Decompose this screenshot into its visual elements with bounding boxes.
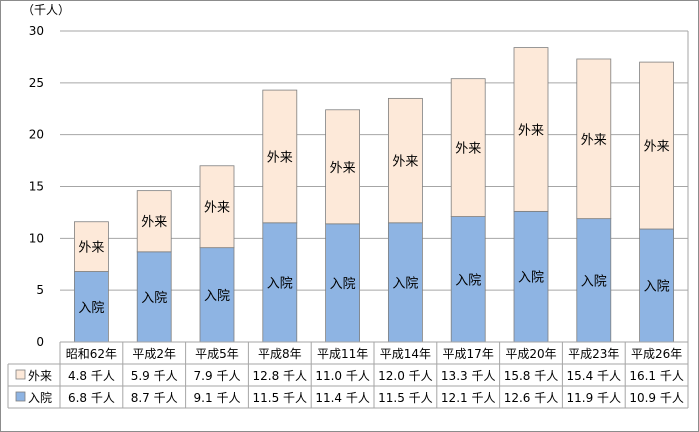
table-cell-inpatient: 11.5 千人 bbox=[378, 391, 433, 405]
table-cell-outpatient: 13.3 千人 bbox=[441, 369, 496, 383]
table-cell-inpatient: 11.5 千人 bbox=[253, 391, 308, 405]
x-tick-label: 平成26年 bbox=[631, 347, 682, 361]
table-cell-outpatient: 12.0 千人 bbox=[378, 369, 433, 383]
bar-outpatient bbox=[576, 58, 612, 220]
bar-outpatient bbox=[450, 78, 486, 217]
bar-label-inpatient: 入院 bbox=[392, 276, 418, 291]
legend-swatch-outpatient bbox=[15, 369, 26, 380]
bar-outpatient bbox=[74, 221, 109, 272]
data-table: 昭和62年 平成2年 平成5年 平成8年 平成11年 平成14年 平成17年 平成20年 平成2… bbox=[7, 341, 689, 409]
table-cell-outpatient: 11.0 千人 bbox=[315, 369, 370, 383]
bar-label-inpatient: 入院 bbox=[644, 280, 670, 295]
table-cell-outpatient: 15.4 千人 bbox=[567, 369, 622, 383]
bar-label-outpatient: 外来 bbox=[644, 140, 670, 155]
table-cell-inpatient: 11.4 千人 bbox=[315, 391, 370, 405]
y-axis-unit-label: （千人） bbox=[22, 3, 70, 17]
bar-label-outpatient: 外来 bbox=[330, 161, 356, 176]
x-tick-label: 平成20年 bbox=[505, 347, 556, 361]
bar-inpatient bbox=[576, 218, 612, 343]
table-cell-inpatient: 10.9 千人 bbox=[629, 391, 684, 405]
bar-outpatient bbox=[262, 89, 298, 224]
y-tick-label: 25 bbox=[29, 76, 44, 90]
table-cell-outpatient: 7.9 千人 bbox=[194, 369, 241, 383]
table-cell-inpatient: 9.1 千人 bbox=[194, 391, 241, 405]
bar-label-outpatient: 外来 bbox=[392, 155, 418, 170]
table-cell-inpatient: 11.9 千人 bbox=[567, 391, 622, 405]
bar-inpatient bbox=[325, 223, 361, 343]
y-tick-label: 20 bbox=[29, 128, 44, 142]
bar-label-inpatient: 入院 bbox=[330, 277, 356, 292]
bar-inpatient bbox=[387, 222, 423, 343]
bar-outpatient bbox=[513, 47, 549, 212]
x-tick-label: 平成11年 bbox=[317, 347, 368, 361]
bar-outpatient bbox=[639, 61, 674, 230]
bar-label-inpatient: 入院 bbox=[78, 301, 104, 316]
bar-label-inpatient: 入院 bbox=[518, 271, 544, 286]
table-cell-outpatient: 12.8 千人 bbox=[253, 369, 308, 383]
x-tick-label: 平成8年 bbox=[258, 347, 302, 361]
legend-label-outpatient: 外来 bbox=[28, 369, 52, 383]
bar-label-outpatient: 外来 bbox=[78, 241, 104, 256]
y-tick-label: 0 bbox=[36, 335, 44, 349]
y-tick-label: 10 bbox=[29, 231, 44, 245]
y-axis-ticks: 0 5 10 15 20 25 30 bbox=[29, 24, 44, 349]
bar-label-outpatient: 外来 bbox=[204, 201, 230, 216]
bar-label-inpatient: 入院 bbox=[581, 274, 607, 289]
y-tick-label: 15 bbox=[29, 180, 44, 194]
bar-label-inpatient: 入院 bbox=[204, 289, 230, 304]
table-cell-inpatient: 8.7 千人 bbox=[131, 391, 178, 405]
table-cell-inpatient: 12.6 千人 bbox=[504, 391, 559, 405]
bar-label-outpatient: 外来 bbox=[141, 215, 167, 230]
bar-outpatient bbox=[325, 109, 361, 225]
bar-inpatient bbox=[262, 222, 298, 343]
x-tick-label: 昭和62年 bbox=[66, 347, 117, 361]
bar-outpatient bbox=[136, 190, 172, 253]
bar-label-outpatient: 外来 bbox=[267, 150, 293, 165]
table-cell-outpatient: 4.8 千人 bbox=[68, 369, 115, 383]
bar-outpatient bbox=[387, 97, 423, 224]
bar-label-inpatient: 入院 bbox=[267, 276, 293, 291]
bar-label-outpatient: 外来 bbox=[518, 123, 544, 138]
y-tick-label: 5 bbox=[36, 283, 44, 297]
bar-label-outpatient: 外来 bbox=[581, 133, 607, 148]
legend-label-inpatient: 入院 bbox=[28, 391, 52, 405]
bar-outpatient bbox=[199, 165, 235, 249]
x-tick-label: 平成2年 bbox=[132, 347, 176, 361]
bar-label-inpatient: 入院 bbox=[141, 291, 167, 306]
table-cell-inpatient: 6.8 千人 bbox=[68, 391, 115, 405]
x-tick-label: 平成14年 bbox=[380, 347, 431, 361]
bar-label-inpatient: 入院 bbox=[455, 273, 481, 288]
bar-inpatient bbox=[639, 228, 674, 343]
x-tick-label: 平成5年 bbox=[195, 347, 239, 361]
x-tick-label: 平成23年 bbox=[568, 347, 619, 361]
table-cell-outpatient: 5.9 千人 bbox=[131, 369, 178, 383]
legend-swatch-inpatient bbox=[15, 391, 26, 402]
table-cell-outpatient: 15.8 千人 bbox=[504, 369, 559, 383]
table-cell-outpatient: 16.1 千人 bbox=[629, 369, 684, 383]
y-tick-label: 30 bbox=[29, 24, 44, 38]
table-cell-inpatient: 12.1 千人 bbox=[441, 391, 496, 405]
bar-inpatient bbox=[136, 251, 172, 343]
bar-label-outpatient: 外来 bbox=[455, 142, 481, 157]
x-tick-label: 平成17年 bbox=[443, 347, 494, 361]
